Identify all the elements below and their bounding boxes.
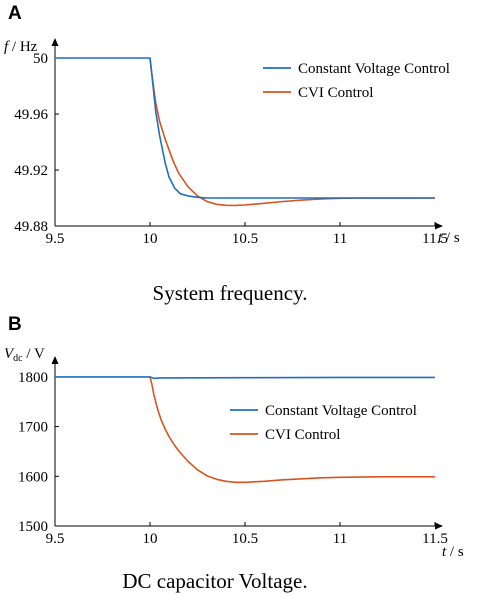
x-tick-label: 9.5 <box>46 531 65 547</box>
y-axis-arrow <box>51 356 59 364</box>
y-axis-subscript: dc <box>13 353 23 364</box>
y-tick-label: 49.88 <box>14 219 48 235</box>
series-line-cvi <box>149 57 435 207</box>
y-axis-unit: / V <box>23 346 45 362</box>
x-tick-label: 10 <box>143 531 158 547</box>
legend-label: Constant Voltage Control <box>298 61 450 77</box>
y-tick-label: 1700 <box>18 420 48 436</box>
x-axis-arrow <box>435 222 443 230</box>
x-axis-title: t / s <box>438 230 460 246</box>
x-axis-variable: t <box>442 544 447 560</box>
x-axis-unit: / s <box>446 544 464 560</box>
y-axis-variable: f <box>4 39 10 55</box>
panel-b: B Vdc / V t / s 9.5 10 10.5 11 11.5 1500 1600 1… <box>4 314 464 593</box>
y-axis-title: f / Hz <box>4 39 38 55</box>
series-line-constant-voltage <box>55 376 435 380</box>
y-tick-label: 1600 <box>18 469 48 485</box>
y-tick-label: 49.96 <box>14 107 48 123</box>
caption: DC capacitor Voltage. <box>122 569 307 593</box>
x-tick-label: 11 <box>333 231 347 247</box>
y-axis-unit: / Hz <box>8 39 38 55</box>
y-tick-label: 1800 <box>18 370 48 386</box>
series-line-cvi <box>149 376 435 484</box>
x-axis-variable: t <box>438 230 443 246</box>
x-axis-unit: / s <box>442 230 460 246</box>
legend-label: Constant Voltage Control <box>265 403 417 419</box>
y-axis-variable: V <box>4 346 15 362</box>
y-axis-title: Vdc / V <box>4 346 45 364</box>
panel-label: A <box>8 3 22 24</box>
plot-area: 9.5 10 10.5 11 11.5 49.88 49.92 49.96 50 Constant… <box>14 38 450 247</box>
plot-area: 9.5 10 10.5 11 11.5 1500 1600 1700 1800 Constant … <box>18 356 448 547</box>
y-tick-label: 49.92 <box>14 163 48 179</box>
legend-label: CVI Control <box>265 427 340 443</box>
series-line-constant-voltage <box>55 57 435 199</box>
legend: Constant Voltage Control CVI Control <box>263 61 450 101</box>
x-tick-label: 11.5 <box>422 531 448 547</box>
x-axis-title: t / s <box>442 544 464 560</box>
y-axis-arrow <box>51 38 59 46</box>
caption: System frequency. <box>153 281 308 305</box>
x-tick-label: 10 <box>143 231 158 247</box>
y-tick-label: 1500 <box>18 519 48 535</box>
x-axis-arrow <box>435 522 443 530</box>
x-tick-label: 9.5 <box>46 231 65 247</box>
legend: Constant Voltage Control CVI Control <box>230 403 417 443</box>
legend-label: CVI Control <box>298 85 373 101</box>
x-tick-label: 10.5 <box>232 531 258 547</box>
x-tick-label: 10.5 <box>232 231 258 247</box>
panel-a: A f / Hz t / s 9.5 10 10.5 11 11.5 49.88 49.92… <box>4 3 460 305</box>
x-tick-label: 11.5 <box>422 231 448 247</box>
panel-label: B <box>8 314 22 335</box>
y-tick-label: 50 <box>33 51 48 67</box>
x-tick-label: 11 <box>333 531 347 547</box>
